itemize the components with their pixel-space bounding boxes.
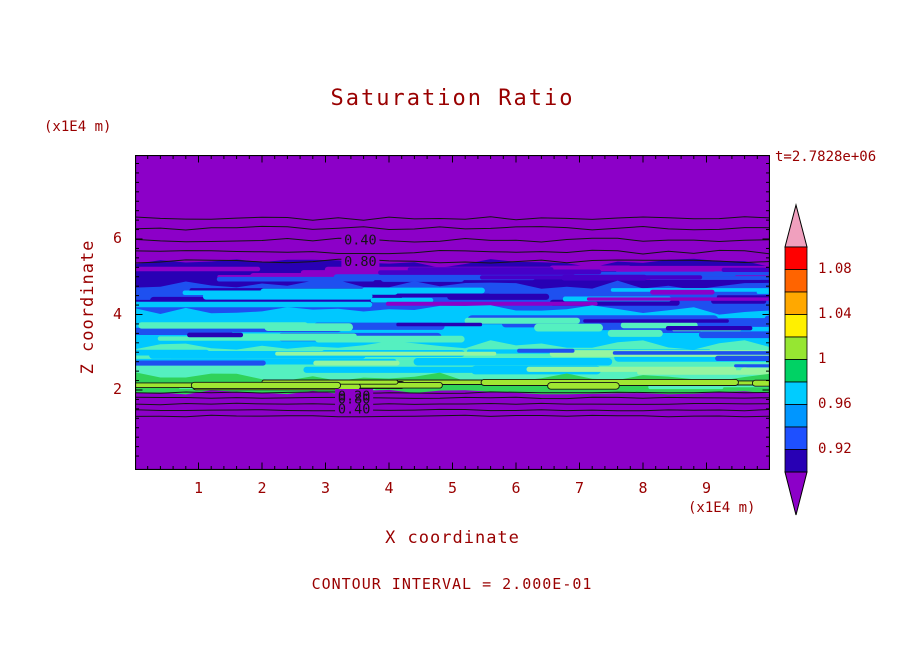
field-streak: [370, 297, 434, 303]
y-tick-label: 2: [112, 380, 122, 398]
field-streak: [361, 287, 485, 294]
field-streak: [464, 317, 580, 324]
x-axis-unit: (x1E4 m): [688, 500, 756, 516]
field-streak: [583, 319, 729, 323]
contour-label: 0.40: [338, 401, 371, 417]
field-streak: [549, 265, 632, 271]
field-streak: [135, 360, 266, 366]
field-streak: [407, 267, 554, 272]
contour-line: [135, 216, 770, 221]
contour-label: 0.20: [338, 389, 371, 405]
field-streak: [190, 381, 342, 389]
field-streak: [607, 329, 663, 337]
field-streak: [698, 331, 770, 339]
x-tick-label: 7: [574, 479, 585, 497]
x-tick-label: 1: [193, 479, 204, 497]
colorbar-segment: [784, 449, 808, 473]
field-streak: [275, 351, 497, 356]
x-tick-label: 9: [701, 479, 712, 497]
field-streak: [650, 289, 715, 295]
contour-line: [135, 408, 770, 412]
field-streak: [385, 301, 598, 306]
colorbar-segment: [784, 246, 808, 270]
field-streak: [715, 355, 770, 361]
x-tick-label: 4: [384, 479, 394, 497]
field-streak: [517, 348, 575, 353]
field-streak: [721, 267, 770, 272]
field-streak: [534, 323, 603, 332]
chart-title: Saturation Ratio: [330, 86, 575, 111]
field-streak: [756, 290, 770, 294]
x-tick-label: 2: [257, 479, 267, 497]
contour-label: 0.40: [344, 233, 377, 249]
x-tick-label: 8: [638, 479, 648, 497]
contour-label: 0.80: [338, 392, 371, 408]
contour-label-mask: [335, 401, 374, 416]
colorbar-segment: [784, 426, 808, 450]
y-tick-label: 4: [112, 304, 122, 323]
field-streak: [639, 271, 737, 277]
field-streak: [547, 382, 620, 390]
field-streak: [313, 360, 400, 366]
field-streak: [561, 274, 648, 281]
contour-line: [135, 402, 770, 406]
contour-line: [135, 249, 770, 255]
colorbar-segment: [784, 269, 808, 293]
x-tick-label: 3: [320, 479, 331, 497]
contour-label-mask: [341, 254, 380, 269]
colorbar-segment: [784, 314, 808, 338]
contour-label-mask: [341, 233, 380, 248]
field-streak: [648, 385, 724, 390]
field-streak: [665, 326, 753, 331]
field-streak: [396, 322, 483, 327]
contour-line: [135, 391, 770, 394]
field-streak: [182, 290, 322, 295]
field-streak: [135, 349, 210, 356]
field-streak: [135, 301, 373, 308]
field-streak: [315, 335, 465, 343]
colorbar-label: 1.08: [818, 260, 852, 277]
contour-line: [135, 258, 770, 264]
field-streak: [187, 332, 244, 338]
colorbar-arrow-bottom: [784, 471, 808, 516]
field-streak: [637, 370, 770, 375]
y-axis-unit: (x1E4 m): [44, 119, 112, 135]
contour-line: [135, 225, 770, 231]
colorbar-label: 1.04: [818, 305, 852, 322]
saturation-field-plot: 0.400.800.200.800.40: [135, 155, 770, 470]
y-tick-label: 6: [112, 229, 122, 247]
time-annotation: t=2.7828e+06: [775, 149, 877, 165]
contour-line: [135, 237, 770, 243]
colorbar-segment: [784, 336, 808, 360]
contour-interval-label: CONTOUR INTERVAL = 2.000E-01: [311, 575, 593, 593]
field-streak: [734, 364, 770, 368]
colorbar-segment: [784, 359, 808, 383]
plot-border: [135, 155, 770, 470]
contour-line: [135, 396, 770, 400]
colorbar-arrow-top: [784, 203, 808, 248]
colorbar-segment: [784, 404, 808, 428]
x-axis-label: X coordinate: [385, 528, 520, 548]
colorbar-label: 0.92: [818, 440, 852, 457]
colorbar: [784, 203, 808, 516]
field-streak: [135, 266, 261, 272]
contour-label: 0.80: [344, 254, 377, 270]
field-streak: [586, 297, 770, 301]
contour-line: [135, 414, 770, 418]
field-streak: [612, 351, 770, 355]
field-streak: [751, 379, 770, 387]
field-streak: [413, 358, 613, 366]
colorbar-label: 0.96: [818, 395, 852, 412]
x-tick-label: 5: [447, 479, 458, 497]
colorbar-segment: [784, 381, 808, 405]
colorbar-segment: [784, 291, 808, 315]
colorbar-label: 1: [818, 350, 827, 367]
field-layers: 0.400.800.200.800.40: [135, 155, 770, 470]
x-tick-label: 6: [511, 479, 521, 497]
field-streak: [264, 323, 353, 331]
